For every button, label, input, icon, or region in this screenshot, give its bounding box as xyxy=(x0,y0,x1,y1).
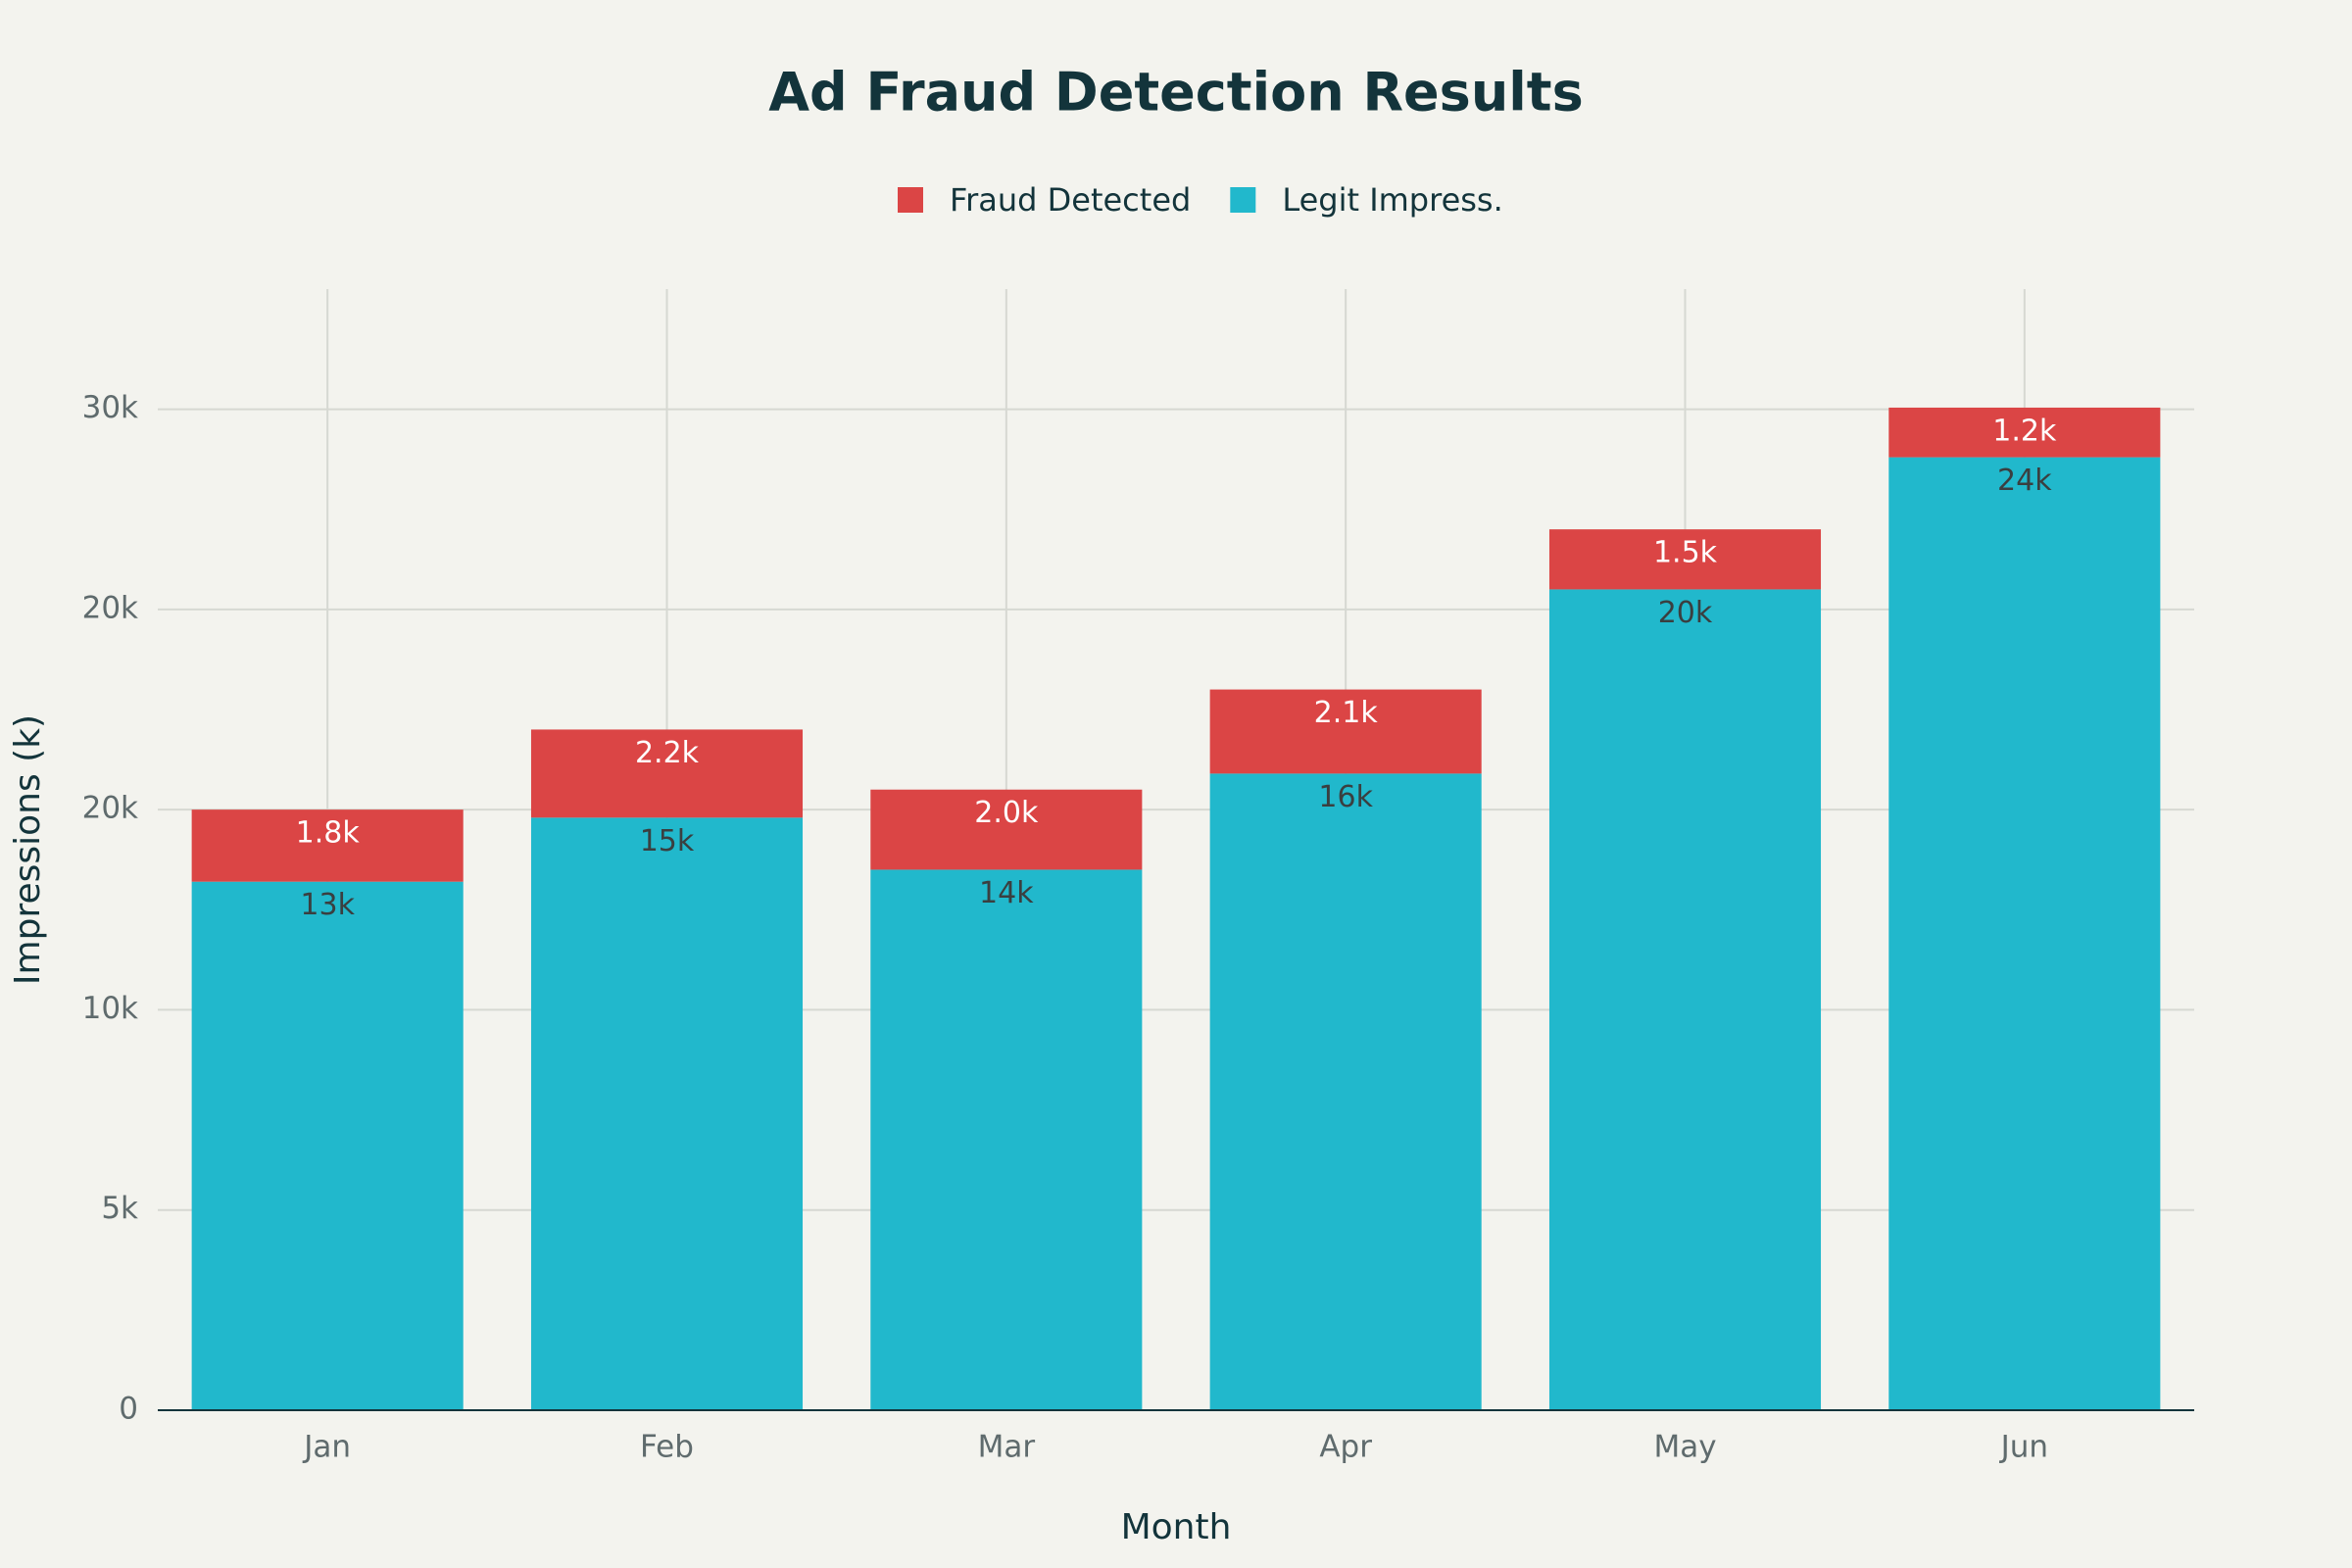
bar-segment xyxy=(191,809,464,882)
bar-segment xyxy=(1209,689,1482,774)
y-tick-label: 20k xyxy=(82,590,138,625)
x-tick-label: Feb xyxy=(640,1430,694,1465)
data-label: 1.8k xyxy=(296,816,361,851)
x-axis-label: Month xyxy=(1121,1507,1232,1547)
data-label: 1.5k xyxy=(1653,536,1718,570)
data-label: 14k xyxy=(979,876,1034,910)
data-label: 2.0k xyxy=(974,796,1039,830)
bar-segment xyxy=(1888,407,2161,458)
x-tick-label: Jun xyxy=(1999,1430,2048,1465)
data-label: 1.2k xyxy=(1992,414,2057,448)
data-label: 13k xyxy=(300,888,355,922)
bar-segment xyxy=(870,789,1143,870)
bar-segment xyxy=(530,817,804,1410)
bar-segment xyxy=(1888,457,2161,1411)
bar-segment xyxy=(1209,773,1482,1410)
y-tick-label: 10k xyxy=(82,991,138,1026)
y-tick-label: 5k xyxy=(101,1191,138,1226)
x-tick-label: May xyxy=(1653,1430,1716,1465)
legend-marker xyxy=(898,187,923,213)
y-tick-label: 0 xyxy=(119,1392,138,1427)
data-label: 24k xyxy=(1997,464,2052,498)
y-tick-label: 30k xyxy=(82,390,138,425)
bar-segment xyxy=(191,881,464,1410)
bar-segment xyxy=(530,729,804,818)
data-label: 2.2k xyxy=(635,736,700,770)
y-tick-label: 20k xyxy=(82,791,138,826)
data-label: 2.1k xyxy=(1314,696,1379,730)
legend-label: Legit Impress. xyxy=(1282,181,1502,219)
data-label: 20k xyxy=(1658,596,1713,630)
x-tick-label: Jan xyxy=(302,1430,351,1465)
legend-label: Fraud Detected xyxy=(950,181,1191,219)
y-axis-label: Impressions (k) xyxy=(8,714,48,985)
bar-segment xyxy=(1548,529,1822,590)
legend-marker xyxy=(1230,187,1256,213)
bar-segment xyxy=(870,869,1143,1410)
bar-segment xyxy=(1548,589,1822,1410)
x-tick-label: Mar xyxy=(978,1430,1036,1465)
data-label: 16k xyxy=(1318,780,1373,814)
x-tick-label: Apr xyxy=(1319,1430,1372,1465)
data-label: 15k xyxy=(640,824,695,858)
chart-title: Ad Fraud Detection Results xyxy=(768,62,1583,123)
